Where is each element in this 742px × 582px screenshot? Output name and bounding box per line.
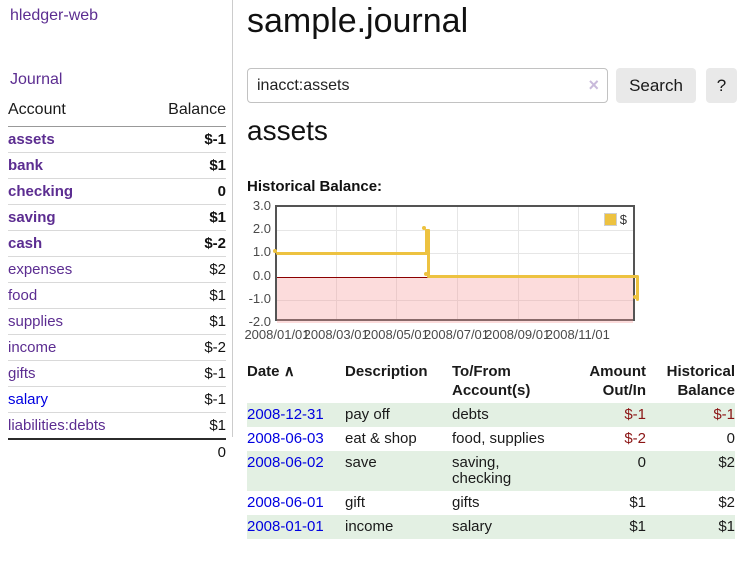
txn-header-amount: Amount Out/In bbox=[589, 363, 646, 399]
txn-description: income bbox=[345, 518, 394, 535]
txn-header-description: Description bbox=[345, 363, 428, 380]
sidebar-item-assets[interactable]: assets bbox=[8, 131, 55, 148]
account-balance: $1 bbox=[144, 152, 226, 179]
sidebar-item-expenses[interactable]: expenses bbox=[8, 261, 73, 278]
txn-date-link[interactable]: 2008-06-01 bbox=[247, 494, 324, 511]
txn-balance: $-1 bbox=[713, 406, 735, 423]
search-input[interactable] bbox=[247, 68, 608, 103]
sidebar-item-supplies[interactable]: supplies bbox=[8, 313, 64, 330]
sidebar: hledger-web Journal Account Balance asse… bbox=[0, 0, 233, 582]
sidebar-item-gifts[interactable]: gifts bbox=[8, 365, 36, 382]
chart-y-axis-labels: 3.0 2.0 1.0 0.0 -1.0 -2.0 bbox=[248, 198, 271, 329]
account-balance: $-2 bbox=[144, 334, 226, 361]
sidebar-item-bank[interactable]: bank bbox=[8, 157, 44, 174]
account-balance: $1 bbox=[144, 412, 226, 439]
chart-x-axis-labels: 2008/01/01 2008/03/01 2008/05/01 2008/07/01… bbox=[244, 327, 610, 342]
table-row: checking 0 bbox=[8, 178, 226, 205]
account-balance: $2 bbox=[144, 256, 226, 283]
sidebar-item-salary[interactable]: salary bbox=[8, 391, 49, 408]
txn-accounts: debts bbox=[452, 406, 489, 423]
account-balance: $-2 bbox=[144, 230, 226, 257]
txn-accounts: food, supplies bbox=[452, 430, 545, 447]
txn-header-accounts: To/From Account(s) bbox=[452, 363, 531, 399]
account-balance: $-1 bbox=[144, 386, 226, 413]
account-balance: $1 bbox=[144, 204, 226, 231]
accounts-header-balance: Balance bbox=[144, 99, 226, 127]
accounts-table: Account Balance assets $-1 bank $1 checkin… bbox=[8, 99, 226, 465]
txn-description: eat & shop bbox=[345, 430, 417, 447]
chart-legend: $ bbox=[603, 212, 627, 227]
txn-amount: 0 bbox=[637, 454, 646, 471]
search-button[interactable]: Search bbox=[616, 68, 696, 103]
account-heading: assets bbox=[247, 115, 328, 146]
txn-balance: 0 bbox=[726, 430, 735, 447]
table-row: salary $-1 bbox=[8, 386, 226, 413]
table-row: supplies $1 bbox=[8, 308, 226, 335]
legend-swatch-icon bbox=[603, 213, 617, 226]
txn-accounts: gifts bbox=[452, 494, 480, 511]
app-title-link[interactable]: hledger-web bbox=[10, 7, 99, 24]
sidebar-item-saving[interactable]: saving bbox=[8, 209, 56, 226]
sidebar-item-food[interactable]: food bbox=[8, 287, 38, 304]
sidebar-item-cash[interactable]: cash bbox=[8, 235, 43, 252]
txn-balance: $2 bbox=[718, 494, 735, 511]
txn-header-balance: Historical Balance bbox=[666, 363, 735, 399]
txn-balance: $1 bbox=[718, 518, 735, 535]
txn-description: gift bbox=[345, 494, 366, 511]
transactions-table: Date ∧ Description To/From Account(s) Am… bbox=[247, 362, 735, 539]
main-content: sample.journal × Search ? assets Histori… bbox=[244, 0, 742, 582]
table-row: bank $1 bbox=[8, 152, 226, 179]
table-row: 2008-06-03 eat & shop food, supplies $-2… bbox=[247, 427, 735, 451]
txn-header-date[interactable]: Date ∧ bbox=[247, 363, 295, 380]
account-balance: $1 bbox=[144, 282, 226, 309]
txn-date-link[interactable]: 2008-12-31 bbox=[247, 406, 324, 423]
clear-search-icon[interactable]: × bbox=[588, 75, 599, 95]
account-balance: 0 bbox=[144, 178, 226, 205]
txn-date-link[interactable]: 2008-01-01 bbox=[247, 518, 324, 535]
txn-accounts: salary bbox=[452, 518, 493, 535]
account-balance: $1 bbox=[144, 308, 226, 335]
txn-date-link[interactable]: 2008-06-02 bbox=[247, 454, 324, 471]
sidebar-item-income[interactable]: income bbox=[8, 339, 57, 356]
table-row: saving $1 bbox=[8, 204, 226, 231]
help-button[interactable]: ? bbox=[706, 68, 737, 103]
txn-amount: $1 bbox=[629, 518, 646, 535]
table-row: income $-2 bbox=[8, 334, 226, 361]
chart-title: Historical Balance: bbox=[247, 178, 383, 195]
accounts-total-row: 0 bbox=[8, 438, 226, 465]
table-row: cash $-2 bbox=[8, 230, 226, 257]
historical-balance-chart: 3.0 2.0 1.0 0.0 -1.0 -2.0 $ 2008/01/01 2008/03… bbox=[243, 198, 643, 342]
table-row: liabilities:debts $1 bbox=[8, 412, 226, 439]
table-row: 2008-01-01 income salary $1 $1 bbox=[247, 515, 735, 539]
sidebar-item-checking[interactable]: checking bbox=[8, 183, 74, 200]
txn-description: pay off bbox=[345, 406, 390, 423]
chart-plot-area: $ bbox=[272, 205, 639, 323]
sidebar-item-journal[interactable]: Journal bbox=[10, 71, 63, 88]
table-row: 2008-06-02 save saving, checking 0 $2 bbox=[247, 451, 735, 491]
txn-amount: $-1 bbox=[624, 406, 646, 423]
table-row: gifts $-1 bbox=[8, 360, 226, 387]
txn-balance: $2 bbox=[718, 454, 735, 471]
table-row: expenses $2 bbox=[8, 256, 226, 283]
accounts-total-value: 0 bbox=[144, 438, 226, 465]
account-balance: $-1 bbox=[204, 131, 226, 148]
sidebar-item-liabilities-debts[interactable]: liabilities:debts bbox=[8, 417, 106, 434]
txn-amount: $-2 bbox=[624, 430, 646, 447]
txn-amount: $1 bbox=[629, 494, 646, 511]
table-row: food $1 bbox=[8, 282, 226, 309]
legend-label: $ bbox=[619, 212, 627, 227]
table-row: 2008-12-31 pay off debts $-1 $-1 bbox=[247, 403, 735, 427]
accounts-header-account: Account bbox=[8, 99, 145, 127]
table-row: assets $-1 bbox=[8, 127, 226, 153]
account-balance: $-1 bbox=[144, 360, 226, 387]
txn-accounts: saving, checking bbox=[452, 454, 512, 487]
table-row: 2008-06-01 gift gifts $1 $2 bbox=[247, 491, 735, 515]
sort-ascending-icon: ∧ bbox=[283, 363, 295, 380]
txn-description: save bbox=[345, 454, 377, 471]
page-title: sample.journal bbox=[247, 2, 469, 40]
sidebar-divider bbox=[232, 0, 233, 437]
search-bar: × Search ? bbox=[247, 68, 737, 103]
txn-date-link[interactable]: 2008-06-03 bbox=[247, 430, 324, 447]
